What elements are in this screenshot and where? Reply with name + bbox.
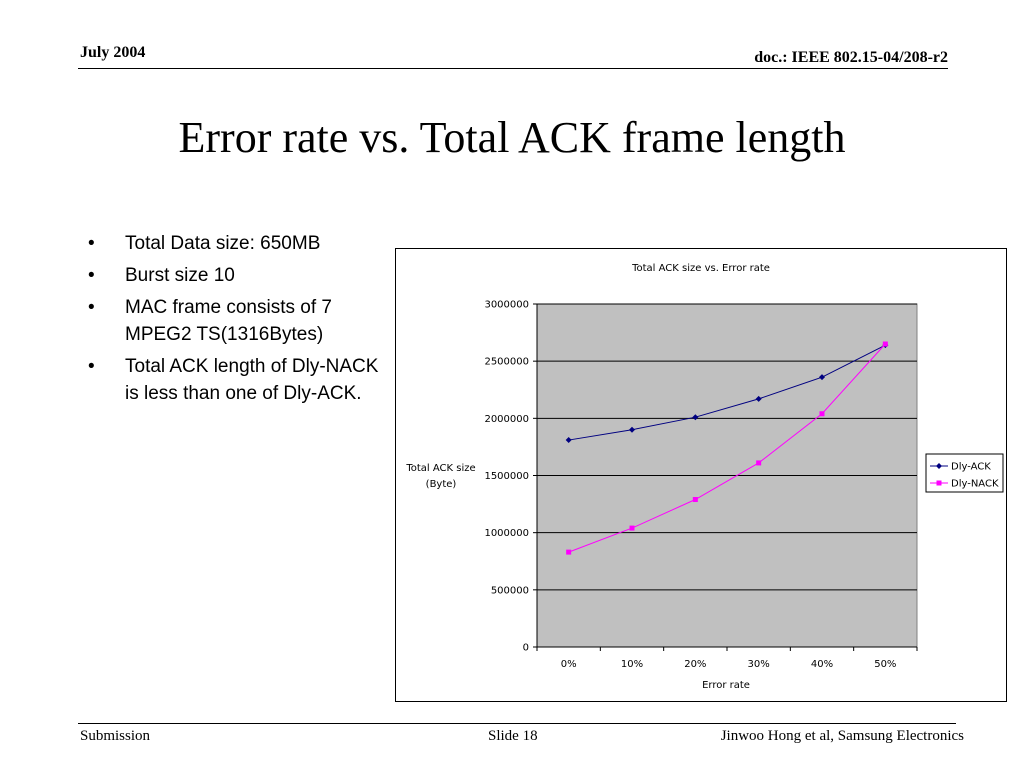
data-point	[819, 374, 825, 381]
slide-title: Error rate vs. Total ACK frame length	[178, 113, 846, 162]
data-point	[756, 460, 762, 466]
line-chart: Total ACK size vs. Error rate 0 500000 1000…	[405, 263, 1004, 691]
footer-author: Jinwoo Hong et al, Samsung Electronics	[720, 728, 964, 744]
chart-container: Total ACK size vs. Error rate 0 500000 1000…	[395, 248, 1007, 702]
data-point	[629, 525, 635, 531]
x-tick-label: 10%	[621, 659, 643, 670]
series-line-dly-ack	[568, 344, 886, 441]
legend-label: Dly-NACK	[951, 479, 999, 490]
bullet-list: • Total Data size: 650MB • Burst size 10 •…	[88, 230, 388, 412]
data-point	[566, 549, 572, 555]
data-point	[692, 497, 698, 503]
header-doc-id: doc.: IEEE 802.15-04/208-r2	[754, 49, 948, 66]
bullet-text: Burst size 10	[125, 265, 235, 286]
y-axis-label: Total ACK size	[405, 463, 475, 474]
header-date: July 2004	[80, 44, 146, 61]
bullet-icon: •	[88, 297, 95, 318]
y-tick-label: 2500000	[484, 357, 529, 368]
footer-submission: Submission	[80, 728, 151, 744]
y-tick-label: 1000000	[484, 528, 529, 539]
data-point	[565, 437, 572, 444]
bullet-item: • MAC frame consists of 7 MPEG2 TS(1316By…	[88, 294, 388, 348]
bullet-icon: •	[88, 233, 95, 254]
footer-divider	[78, 723, 956, 724]
data-point	[882, 341, 888, 347]
data-point	[629, 426, 635, 433]
y-tick-label: 0	[523, 643, 529, 654]
x-tick-label: 20%	[684, 659, 706, 670]
bullet-item: • Burst size 10	[88, 262, 388, 289]
y-tick-label: 500000	[491, 585, 529, 596]
header-divider	[78, 68, 948, 69]
bullet-text: Total ACK length of Dly-NACK is less tha…	[125, 356, 379, 404]
data-point	[819, 411, 825, 417]
data-point	[755, 395, 762, 402]
x-tick-label: 30%	[748, 659, 770, 670]
x-tick-label: 0%	[561, 659, 577, 670]
data-point	[692, 414, 699, 421]
y-tick-label: 1500000	[484, 471, 529, 482]
series-line-dly-nack	[568, 343, 886, 553]
x-tick-label: 50%	[874, 659, 896, 670]
y-tick-label: 3000000	[484, 300, 529, 311]
y-axis-label: (Byte)	[426, 479, 457, 490]
bullet-text: MAC frame consists of 7 MPEG2 TS(1316Byt…	[125, 297, 332, 345]
bullet-item: • Total Data size: 650MB	[88, 230, 388, 257]
bullet-icon: •	[88, 356, 95, 377]
data-point	[936, 463, 942, 469]
x-axis-label: Error rate	[702, 680, 750, 691]
bullet-icon: •	[88, 265, 95, 286]
footer-slide-number: Slide 18	[488, 728, 538, 744]
chart-title: Total ACK size vs. Error rate	[631, 263, 770, 274]
bullet-item: • Total ACK length of Dly-NACK is less th…	[88, 353, 388, 407]
bullet-text: Total Data size: 650MB	[125, 233, 321, 254]
x-tick-label: 40%	[811, 659, 833, 670]
legend-box	[925, 453, 1004, 493]
y-tick-label: 2000000	[484, 414, 529, 425]
legend-label: Dly-ACK	[951, 462, 991, 473]
data-point	[936, 480, 942, 486]
